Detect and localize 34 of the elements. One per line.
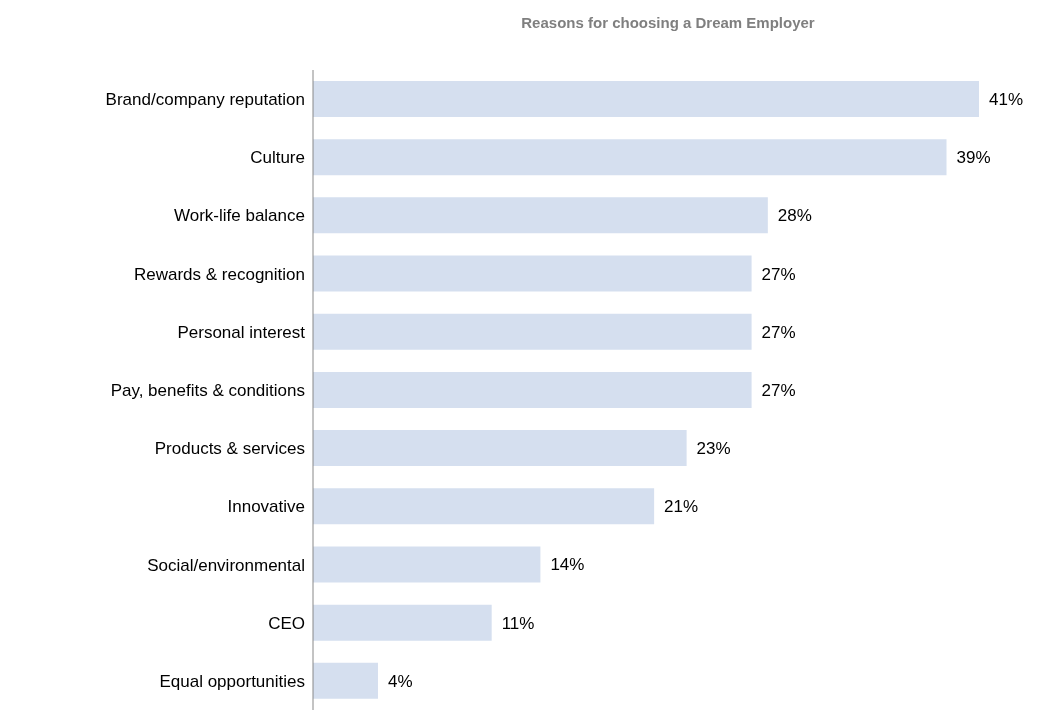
data-label: 11% <box>501 613 535 633</box>
data-label: 28% <box>777 206 812 226</box>
data-label: 39% <box>956 148 991 168</box>
y-tick-label: Work-life balance <box>173 206 305 226</box>
y-tick-label: CEO <box>268 613 305 633</box>
data-label: 21% <box>664 497 699 517</box>
bar <box>313 139 947 176</box>
y-tick-label: Innovative <box>227 497 305 517</box>
bar <box>313 662 378 699</box>
bar <box>313 81 979 117</box>
bar <box>313 604 492 641</box>
bar <box>313 371 752 408</box>
y-tick-label: Culture <box>250 148 305 168</box>
data-label: 4% <box>387 671 413 691</box>
data-label: 27% <box>761 380 796 400</box>
y-tick-label: Social/environmental <box>147 555 305 575</box>
data-label: 41% <box>989 90 1024 110</box>
data-label: 23% <box>696 439 731 459</box>
data-label: 14% <box>550 555 585 575</box>
bar <box>313 488 655 525</box>
bar <box>313 255 752 292</box>
y-tick-label: Pay, benefits & conditions <box>110 381 305 401</box>
bar <box>313 313 752 350</box>
y-tick-label: Personal interest <box>177 322 306 342</box>
chart-title: Reasons for choosing a Dream Employer <box>520 13 816 33</box>
y-tick-label: Rewards & recognition <box>133 264 305 284</box>
data-label: 27% <box>761 264 796 284</box>
bar <box>313 430 687 467</box>
data-label: 27% <box>761 322 796 342</box>
y-tick-label: Equal opportunities <box>159 671 305 691</box>
bar <box>313 197 768 234</box>
y-tick-label: Products & services <box>154 439 305 459</box>
y-tick-label: Brand/company reputation <box>105 90 305 110</box>
bar <box>313 546 541 583</box>
